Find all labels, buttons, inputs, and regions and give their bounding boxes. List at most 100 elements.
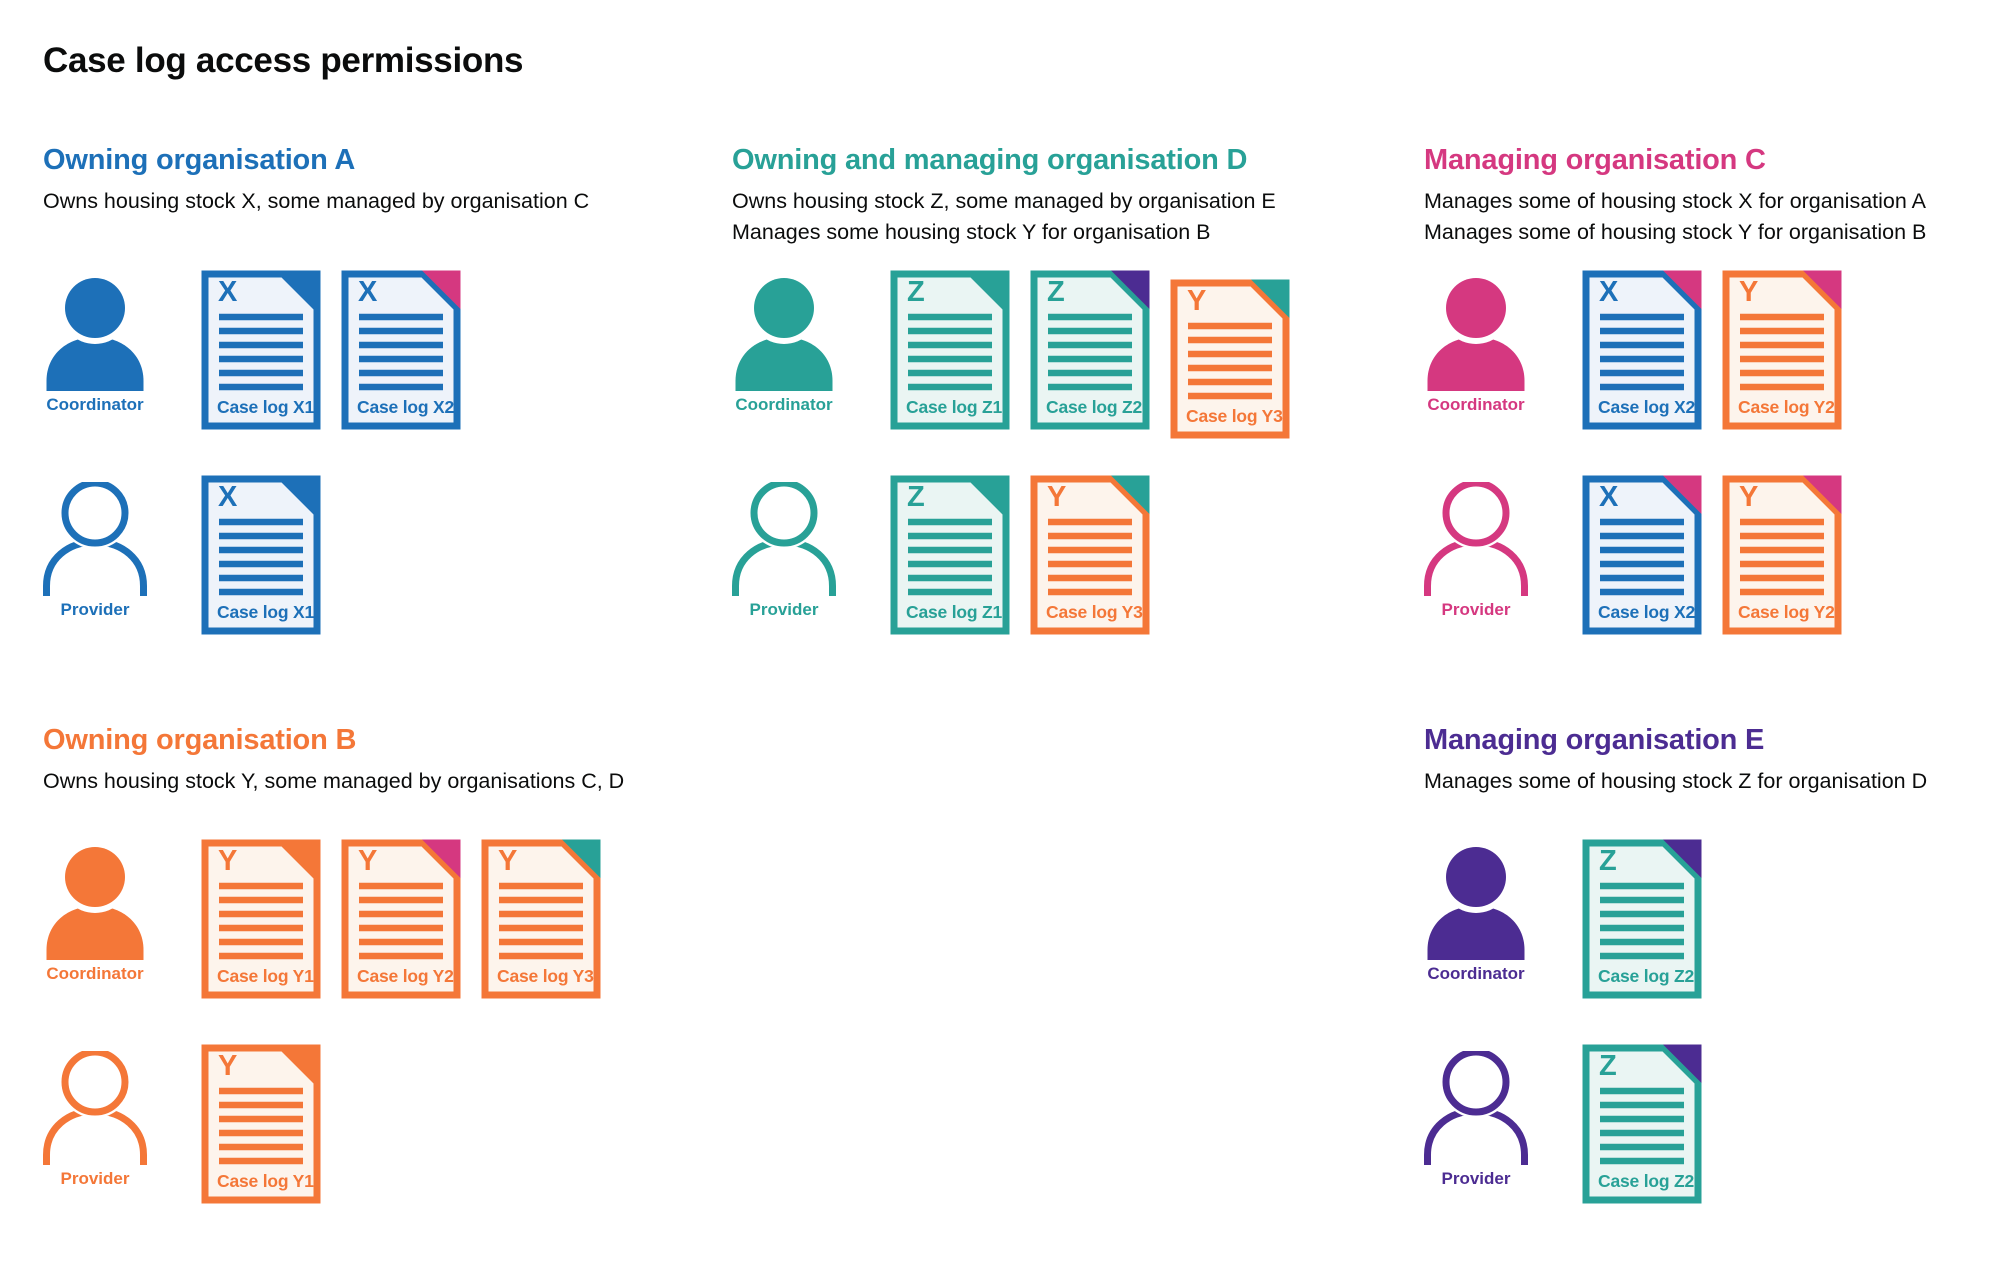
person-icon <box>735 277 833 391</box>
coordinator-figure: Coordinator <box>43 277 147 414</box>
case-log-document-icon: Z Case log Z1 <box>890 475 1010 635</box>
stock-letter: Z <box>907 481 925 513</box>
case-log-label: Case log Y2 <box>1738 602 1835 622</box>
case-log-document-icon: X Case log X1 <box>201 475 321 635</box>
section-owning-and-managing-organisation-d: Owning and managing organisation D Owns … <box>732 142 1352 635</box>
permission-rows: Coordinator Y Case log Y1 Y Case log Y2 <box>43 839 663 1204</box>
coordinator-figure: Coordinator <box>1424 277 1528 414</box>
stock-letter: X <box>1599 276 1619 308</box>
section-heading: Owning organisation A <box>43 144 356 176</box>
role-label: Provider <box>60 1169 130 1188</box>
coordinator-figure: Coordinator <box>1424 846 1528 983</box>
person-icon <box>1424 1051 1528 1165</box>
provider-figure: Provider <box>43 482 147 619</box>
case-log-document-icon: Z Case log Z2 <box>1582 839 1702 999</box>
stock-letter: Z <box>1047 276 1065 308</box>
description-line: Owns housing stock Z, some managed by or… <box>732 189 1276 213</box>
case-log-document-icon: Y Case log Y3 <box>1170 279 1290 439</box>
case-log-label: Case log Y1 <box>217 966 314 986</box>
stock-letter: Y <box>1739 276 1759 308</box>
provider-figure: Provider <box>43 1051 147 1188</box>
provider-row: Provider X Case log X2 Y Case log Y2 <box>1424 475 2000 635</box>
stock-letter: Y <box>218 1050 238 1082</box>
section-managing-organisation-c: Managing organisation C Manages some of … <box>1424 142 2000 635</box>
person-icon <box>43 1051 147 1165</box>
coordinator-figure: Coordinator <box>43 846 147 983</box>
permission-rows: Coordinator X Case log X2 Y Case log Y2 <box>1424 270 2000 635</box>
coordinator-figure: Coordinator <box>732 277 836 414</box>
case-log-document-icon: Y Case log Y2 <box>341 839 461 999</box>
case-log-label: Case log Y3 <box>1046 602 1143 622</box>
role-label: Provider <box>749 600 819 619</box>
section-heading: Managing organisation E <box>1424 724 1765 756</box>
case-log-document-icon: Y Case log Y2 <box>1722 475 1842 635</box>
provider-row: Provider Z Case log Z2 <box>1424 1044 2000 1204</box>
role-label: Provider <box>1441 600 1511 619</box>
stock-letter: X <box>218 276 238 308</box>
section-description: Owns housing stock Z, some managed by or… <box>732 186 1352 250</box>
section-managing-organisation-e: Managing organisation E Manages some of … <box>1424 722 2000 1204</box>
coordinator-row: Coordinator Z Case log Z2 <box>1424 839 2000 1044</box>
stock-letter: Y <box>358 845 378 877</box>
permission-rows: Coordinator X Case log X1 X Case log X2 <box>43 270 663 635</box>
role-label: Coordinator <box>1427 395 1525 414</box>
section-heading: Managing organisation C <box>1424 144 1766 176</box>
case-log-document-icon: X Case log X2 <box>341 270 461 430</box>
section-description: Owns housing stock X, some managed by or… <box>43 186 663 250</box>
role-label: Coordinator <box>1427 964 1525 983</box>
section-heading: Owning and managing organisation D <box>732 144 1248 176</box>
person-icon <box>46 846 144 960</box>
coordinator-row: Coordinator X Case log X1 X Case log X2 <box>43 270 663 475</box>
doc-list: Z Case log Z2 <box>1582 1044 1702 1204</box>
description-line: Manages some of housing stock X for orga… <box>1424 189 1926 213</box>
provider-row: Provider Z Case log Z1 Y Case log Y3 <box>732 475 1352 635</box>
case-log-document-icon: X Case log X1 <box>201 270 321 430</box>
person-icon <box>43 482 147 596</box>
case-log-document-icon: Z Case log Z2 <box>1582 1044 1702 1204</box>
section-description: Owns housing stock Y, some managed by or… <box>43 766 663 819</box>
doc-list: Z Case log Z2 <box>1582 839 1702 999</box>
case-log-label: Case log Y1 <box>217 1171 314 1191</box>
section-description: Manages some of housing stock X for orga… <box>1424 186 2000 250</box>
stock-letter: Y <box>498 845 518 877</box>
stock-letter: Z <box>1599 1050 1617 1082</box>
case-log-label: Case log X1 <box>217 397 315 417</box>
provider-row: Provider X Case log X1 <box>43 475 663 635</box>
stock-letter: X <box>358 276 378 308</box>
case-log-label: Case log Z1 <box>906 602 1003 622</box>
role-label: Coordinator <box>46 395 144 414</box>
section-heading: Owning organisation B <box>43 724 357 756</box>
case-log-label: Case log X2 <box>1598 397 1696 417</box>
doc-list: Y Case log Y1 <box>201 1044 321 1204</box>
case-log-label: Case log X1 <box>217 602 315 622</box>
case-log-document-icon: Y Case log Y3 <box>481 839 601 999</box>
case-log-label: Case log Y2 <box>357 966 454 986</box>
description-line: Manages some of housing stock Y for orga… <box>1424 220 1927 244</box>
case-log-document-icon: Y Case log Y1 <box>201 1044 321 1204</box>
case-log-label: Case log Z2 <box>1046 397 1143 417</box>
stock-letter: Y <box>1047 481 1067 513</box>
person-icon <box>46 277 144 391</box>
page-title: Case log access permissions <box>43 41 524 80</box>
stock-letter: Z <box>907 276 925 308</box>
case-log-document-icon: X Case log X2 <box>1582 270 1702 430</box>
doc-list: X Case log X1 X Case log X2 <box>201 270 461 430</box>
case-log-document-icon: Y Case log Y3 <box>1030 475 1150 635</box>
stock-letter: X <box>1599 481 1619 513</box>
coordinator-row: Coordinator Y Case log Y1 Y Case log Y2 <box>43 839 663 1044</box>
person-icon <box>732 482 836 596</box>
person-icon <box>1427 277 1525 391</box>
doc-list: Y Case log Y1 Y Case log Y2 Y Case log Y… <box>201 839 601 999</box>
provider-figure: Provider <box>1424 1051 1528 1188</box>
section-owning-organisation-b: Owning organisation B Owns housing stock… <box>43 722 663 1204</box>
case-log-document-icon: Z Case log Z1 <box>890 270 1010 430</box>
role-label: Provider <box>1441 1169 1511 1188</box>
case-log-label: Case log X2 <box>1598 602 1696 622</box>
doc-list: Z Case log Z1 Z Case log Z2 Y Case log Y… <box>890 270 1290 439</box>
section-owning-organisation-a: Owning organisation A Owns housing stock… <box>43 142 663 635</box>
coordinator-row: Coordinator Z Case log Z1 Z Case log Z2 <box>732 270 1352 475</box>
stock-letter: Y <box>1739 481 1759 513</box>
doc-list: X Case log X2 Y Case log Y2 <box>1582 270 1842 430</box>
provider-figure: Provider <box>732 482 836 619</box>
